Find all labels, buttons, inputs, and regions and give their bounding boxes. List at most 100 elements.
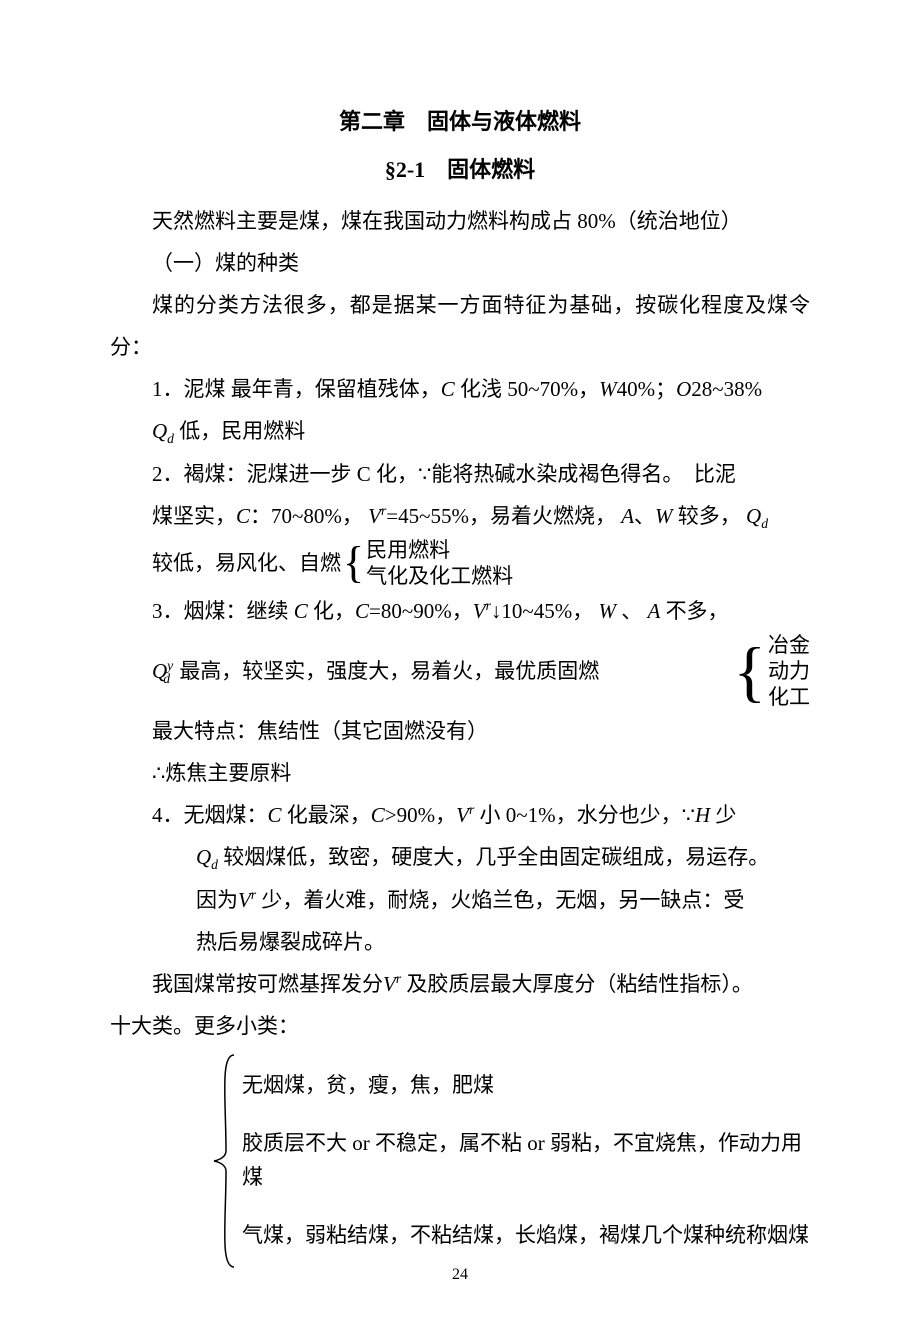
- list-item-cont: 最大特点：焦结性（其它固燃没有）: [110, 710, 810, 752]
- text: 较烟煤低，致密，硬度大，几乎全由固定碳组成，易运存。: [218, 845, 769, 869]
- because-sym: ∵: [682, 803, 695, 827]
- list-item: 2．褐煤：泥煤进一步 C 化，∵能将热碱水染成褐色得名。 比泥: [110, 453, 810, 495]
- text: 不多，: [660, 599, 728, 623]
- brace-icon: [210, 1051, 238, 1271]
- brace-item: 气化及化工燃料: [366, 563, 513, 589]
- page: 第二章 固体与液体燃料 §2-1 固体燃料 天然燃料主要是煤，煤在我国动力燃料构…: [0, 0, 920, 1331]
- text: 少，着火难，耐烧，火焰兰色，无烟，另一缺点：受: [256, 888, 744, 912]
- brace-icon: {: [343, 541, 364, 585]
- text: =80~90%，: [369, 599, 473, 623]
- therefore-sym: ∴: [152, 761, 165, 785]
- sym-C: C: [268, 803, 282, 827]
- sym-C: C: [355, 599, 369, 623]
- text: =45~55%，易着火燃烧，: [386, 504, 616, 528]
- text: 低，民用燃料: [174, 419, 305, 443]
- sym-W: W: [655, 504, 673, 528]
- text: 煤坚实，: [152, 504, 236, 528]
- text: 化，: [308, 599, 355, 623]
- text: 化最深，: [282, 803, 371, 827]
- text: 少: [710, 803, 736, 827]
- list-item: 4．无烟煤：C 化最深，C>90%，Vr 小 0~1%，水分也少，∵H 少: [110, 794, 810, 836]
- text: 化浅 50~70%，: [455, 377, 599, 401]
- sym-A: A: [621, 504, 634, 528]
- sym-C: C: [441, 377, 455, 401]
- text: 28~38%: [691, 377, 762, 401]
- sym-Qd: Q: [746, 504, 761, 528]
- page-number: 24: [0, 1259, 920, 1291]
- section-title: §2-1 固体燃料: [110, 148, 810, 192]
- sym-H: H: [695, 803, 710, 827]
- text: 2．褐煤：泥煤进一步 C 化，: [152, 462, 418, 486]
- text: 1．泥煤 最年青，保留植残体，: [152, 377, 441, 401]
- chapter-title: 第二章 固体与液体燃料: [110, 100, 810, 144]
- brace-item: 冶金: [768, 632, 810, 658]
- text: 因为: [196, 888, 238, 912]
- sym-Qd: Q: [152, 419, 167, 443]
- paragraph: 煤的分类方法很多，都是据某一方面特征为基础，按碳化程度及煤令分：: [110, 284, 810, 368]
- text: 小 0~1%，水分也少，: [474, 803, 681, 827]
- text: ↓10~45%，: [491, 599, 593, 623]
- text: 较低，易风化、自燃: [152, 542, 341, 584]
- brace-item: 气煤，弱粘结煤，不粘结煤，长焰煤，褐煤几个煤种统称烟煤: [242, 1219, 810, 1253]
- sub-d: d: [163, 671, 170, 686]
- sym-W: W: [598, 599, 616, 623]
- brace-item: 化工: [768, 684, 810, 710]
- brace-block: { 民用燃料 气化及化工燃料: [341, 537, 513, 590]
- brace-item: 无烟煤，贫，瘦，焦，肥煤: [242, 1069, 810, 1103]
- because-sym: ∵: [418, 462, 431, 486]
- list-item-cont: Qd 低，民用燃料: [110, 410, 810, 453]
- list-item-cont: 煤坚实，C：70~80%， Vr=45~55%，易着火燃烧， A、W 较多， Q…: [110, 495, 810, 538]
- big-brace-block: 无烟煤，贫，瘦，焦，肥煤 胶质层不大 or 不稳定，属不粘 or 弱粘，不宜烧焦…: [110, 1051, 810, 1271]
- list-item-cont: 热后易爆裂成碎片。: [110, 921, 810, 963]
- text: 我国煤常按可燃基挥发分: [152, 972, 383, 996]
- sym-C: C: [371, 803, 385, 827]
- text: 炼焦主要原料: [165, 761, 291, 785]
- list-item-cont: Qd 较烟煤低，致密，硬度大，几乎全由固定碳组成，易运存。: [110, 836, 810, 879]
- text: （一）煤的种类: [152, 251, 299, 275]
- brace-items: 民用燃料 气化及化工燃料: [366, 537, 513, 590]
- sub-d: d: [761, 516, 768, 531]
- text: Qyd 最高，较坚实，强度大，易着火，最优质固燃: [152, 650, 599, 693]
- sub-d: d: [167, 431, 174, 446]
- brace-item: 胶质层不大 or 不稳定，属不粘 or 弱粘，不宜烧焦，作动力用煤: [242, 1127, 810, 1194]
- sym-C: C: [294, 599, 308, 623]
- text: 、: [616, 599, 642, 623]
- sym-Vr: V: [456, 803, 469, 827]
- paragraph: 天然燃料主要是煤，煤在我国动力燃料构成占 80%（统治地位）: [110, 200, 810, 242]
- text: 煤的分类方法很多，都是据某一方面特征为基础，按碳化程度及煤令分：: [110, 293, 810, 359]
- text: 40%；: [617, 377, 677, 401]
- list-item-cont: 因为Vr 少，着火难，耐烧，火焰兰色，无烟，另一缺点：受: [110, 879, 810, 921]
- sym-A: A: [647, 599, 660, 623]
- text: 十大类。更多小类：: [110, 1014, 299, 1038]
- text: >90%，: [385, 803, 456, 827]
- text: 及胶质层最大厚度分（粘结性指标）。: [401, 972, 753, 996]
- brace-items: 无烟煤，贫，瘦，焦，肥煤 胶质层不大 or 不稳定，属不粘 or 弱粘，不宜烧焦…: [238, 1051, 810, 1271]
- sym-C: C: [236, 504, 250, 528]
- text: 能将热碱水染成褐色得名。 比泥: [431, 462, 736, 486]
- paragraph: （一）煤的种类: [110, 242, 810, 284]
- brace-item: 动力: [768, 658, 810, 684]
- text: 3．烟煤：继续: [152, 599, 294, 623]
- list-item: 1．泥煤 最年青，保留植残体，C 化浅 50~70%，W40%；O28~38%: [110, 368, 810, 410]
- brace-items: 冶金 动力 化工: [768, 632, 810, 711]
- text: 较多，: [673, 504, 741, 528]
- sub-d: d: [211, 857, 218, 872]
- sym-Qd: Q: [196, 845, 211, 869]
- list-item-cont: Qyd 最高，较坚实，强度大，易着火，最优质固燃 { 冶金 动力 化工: [110, 632, 810, 711]
- text: 、: [634, 504, 655, 528]
- sym-Vr: V: [238, 888, 251, 912]
- text: 4．无烟煤：: [152, 803, 268, 827]
- list-item-cont: 较低，易风化、自燃 { 民用燃料 气化及化工燃料: [110, 537, 810, 590]
- list-item-cont: ∴炼焦主要原料: [110, 752, 810, 794]
- sym-W: W: [599, 377, 617, 401]
- text: 最大特点：焦结性（其它固燃没有）: [152, 719, 488, 743]
- text: 天然燃料主要是煤，煤在我国动力燃料构成占 80%（统治地位）: [152, 209, 742, 233]
- brace-item: 民用燃料: [366, 537, 513, 563]
- sym-Vr: V: [473, 599, 486, 623]
- text: 最高，较坚实，强度大，易着火，最优质固燃: [174, 659, 599, 683]
- text: ：70~80%，: [250, 504, 363, 528]
- paragraph: 我国煤常按可燃基挥发分Vr 及胶质层最大厚度分（粘结性指标）。: [110, 963, 810, 1005]
- paragraph: 十大类。更多小类：: [110, 1005, 810, 1047]
- text: 热后易爆裂成碎片。: [196, 930, 385, 954]
- sym-O: O: [676, 377, 691, 401]
